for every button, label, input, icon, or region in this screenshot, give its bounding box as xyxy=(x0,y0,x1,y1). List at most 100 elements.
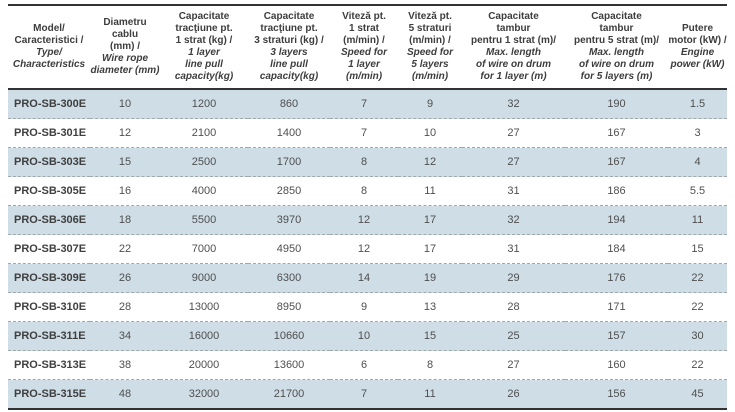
value-cell: 10 xyxy=(90,88,160,119)
value-cell: 1.5 xyxy=(668,88,727,119)
value-cell: 32 xyxy=(462,88,565,119)
value-cell: 22 xyxy=(668,292,727,322)
value-cell: 2100 xyxy=(160,118,248,148)
value-cell: 167 xyxy=(565,118,668,148)
value-cell: 2500 xyxy=(160,147,248,177)
model-cell: PRO-SB-310E xyxy=(8,292,90,322)
value-cell: 160 xyxy=(565,350,668,380)
table-body: PRO-SB-300E 10 1200 860 7 9 32 190 1.5 PRO-SB-301… xyxy=(8,88,727,409)
value-cell: 5500 xyxy=(160,205,248,235)
value-cell: 19 xyxy=(398,263,462,293)
value-cell: 27 xyxy=(462,118,565,148)
value-cell: 13 xyxy=(398,292,462,322)
header-ro-text: Diametru cablu (mm) / xyxy=(103,17,147,52)
col-header-pull-1-layer: Capacitate tracţiune pt. 1 strat (kg) / … xyxy=(160,5,248,90)
value-cell: 186 xyxy=(565,176,668,206)
header-en-text: Engine power (kW) xyxy=(670,47,725,70)
value-cell: 20000 xyxy=(160,350,248,380)
header-en-text: Max. length of wire on drum for 5 layers… xyxy=(579,47,654,82)
value-cell: 10 xyxy=(330,321,398,351)
value-cell: 22 xyxy=(90,234,160,264)
model-cell: PRO-SB-311E xyxy=(8,321,90,351)
value-cell: 860 xyxy=(248,88,330,119)
value-cell: 194 xyxy=(565,205,668,235)
model-cell: PRO-SB-309E xyxy=(8,263,90,293)
table-row: PRO-SB-309E 26 9000 6300 14 19 29 176 22 xyxy=(8,263,727,293)
value-cell: 7 xyxy=(330,379,398,409)
value-cell: 29 xyxy=(462,263,565,293)
value-cell: 156 xyxy=(565,379,668,409)
value-cell: 190 xyxy=(565,88,668,119)
value-cell: 8 xyxy=(398,350,462,380)
table-row: PRO-SB-301E 12 2100 1400 7 10 27 167 3 xyxy=(8,118,727,148)
value-cell: 32000 xyxy=(160,379,248,409)
header-en-text: Wire rope diameter (mm) xyxy=(90,53,160,76)
value-cell: 1200 xyxy=(160,88,248,119)
header-row: Model/ Caracteristici / Type/ Characteri… xyxy=(8,5,727,90)
header-ro-text: Capacitate tracţiune pt. 1 strat (kg) / xyxy=(175,11,233,46)
value-cell: 11 xyxy=(398,176,462,206)
value-cell: 6 xyxy=(330,350,398,380)
spec-table: Model/ Caracteristici / Type/ Characteri… xyxy=(8,4,727,410)
value-cell: 31 xyxy=(462,234,565,264)
header-en-text: Speed for 1 layer (m/min) xyxy=(340,47,388,82)
header-ro-text: Model/ Caracteristici / xyxy=(14,23,84,46)
value-cell: 184 xyxy=(565,234,668,264)
value-cell: 28 xyxy=(90,292,160,322)
model-cell: PRO-SB-315E xyxy=(8,379,90,409)
table-row: PRO-SB-303E 15 2500 1700 8 12 27 167 4 xyxy=(8,147,727,177)
value-cell: 3 xyxy=(668,118,727,148)
value-cell: 12 xyxy=(398,147,462,177)
header-en-text: Type/ Characteristics xyxy=(12,47,86,70)
header-ro-text: Viteză pt. 5 straturi (m/min) / xyxy=(408,11,452,46)
value-cell: 5.5 xyxy=(668,176,727,206)
value-cell: 12 xyxy=(330,205,398,235)
model-cell: PRO-SB-300E xyxy=(8,88,90,119)
header-en-text: Max. length of wire on drum for 1 layer … xyxy=(476,47,551,82)
value-cell: 167 xyxy=(565,147,668,177)
col-header-drum-5-layers: Capacitate tambur pentru 5 strat (m)/ Ma… xyxy=(565,5,668,90)
table-row: PRO-SB-306E 18 5500 3970 12 17 32 194 11 xyxy=(8,205,727,235)
value-cell: 8950 xyxy=(248,292,330,322)
header-ro-text: Capacitate tracţiune pt. 3 straturi (kg)… xyxy=(254,11,324,46)
value-cell: 12 xyxy=(90,118,160,148)
value-cell: 21700 xyxy=(248,379,330,409)
col-header-speed-1-layer: Viteză pt. 1 strat (m/min) / Speed for 1… xyxy=(330,5,398,90)
col-header-speed-5-layers: Viteză pt. 5 straturi (m/min) / Speed fo… xyxy=(398,5,462,90)
value-cell: 27 xyxy=(462,147,565,177)
value-cell: 6300 xyxy=(248,263,330,293)
value-cell: 7 xyxy=(330,118,398,148)
value-cell: 176 xyxy=(565,263,668,293)
header-ro-text: Capacitate tambur pentru 1 strat (m)/ xyxy=(470,11,556,46)
value-cell: 31 xyxy=(462,176,565,206)
value-cell: 13000 xyxy=(160,292,248,322)
table-row: PRO-SB-310E 28 13000 8950 9 13 28 171 22 xyxy=(8,292,727,322)
value-cell: 4000 xyxy=(160,176,248,206)
value-cell: 2850 xyxy=(248,176,330,206)
col-header-engine-power: Putere motor (kW) / Engine power (kW) xyxy=(668,5,727,90)
value-cell: 8 xyxy=(330,176,398,206)
value-cell: 26 xyxy=(462,379,565,409)
value-cell: 171 xyxy=(565,292,668,322)
model-cell: PRO-SB-303E xyxy=(8,147,90,177)
model-cell: PRO-SB-301E xyxy=(8,118,90,148)
value-cell: 9 xyxy=(398,88,462,119)
col-header-pull-3-layers: Capacitate tracţiune pt. 3 straturi (kg)… xyxy=(248,5,330,90)
header-en-text: Speed for 5 layers (m/min) xyxy=(406,47,454,82)
value-cell: 28 xyxy=(462,292,565,322)
header-ro-text: Capacitate tambur pentru 5 strat (m)/ xyxy=(573,11,659,46)
header-en-text: 1 layer line pull capacity(kg) xyxy=(174,47,234,82)
value-cell: 11 xyxy=(398,379,462,409)
value-cell: 22 xyxy=(668,263,727,293)
header-ro-text: Viteză pt. 1 strat (m/min) / xyxy=(342,11,386,46)
value-cell: 25 xyxy=(462,321,565,351)
value-cell: 26 xyxy=(90,263,160,293)
value-cell: 17 xyxy=(398,234,462,264)
value-cell: 11 xyxy=(668,205,727,235)
value-cell: 9 xyxy=(330,292,398,322)
value-cell: 10660 xyxy=(248,321,330,351)
value-cell: 27 xyxy=(462,350,565,380)
value-cell: 1400 xyxy=(248,118,330,148)
table-row: PRO-SB-315E 48 32000 21700 7 11 26 156 45 xyxy=(8,379,727,409)
